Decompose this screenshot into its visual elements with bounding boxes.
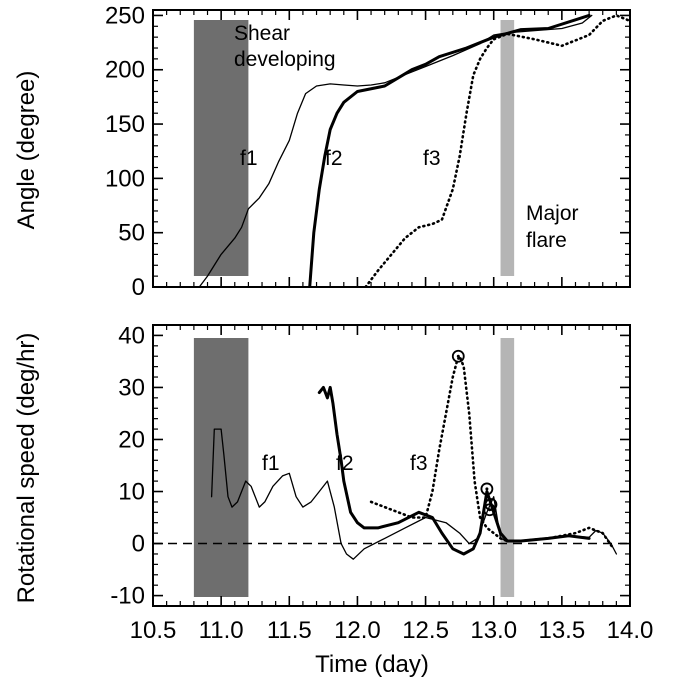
flare-annotation-line1: Major <box>526 202 579 225</box>
speed-y-axis-label: Rotational speed (deg/hr) <box>13 333 40 604</box>
speed-ytick-label-6: 40 <box>118 322 145 349</box>
speed-ytick-label-1: -10 <box>110 583 145 610</box>
speed-series-line-f3 <box>369 354 615 551</box>
speed-series-label-f3: f3 <box>410 452 428 475</box>
speed-series-label-f2: f2 <box>336 452 354 475</box>
speed-ytick-label-4: 20 <box>118 426 145 453</box>
speed-xtick-label-2: 11.0 <box>199 617 244 644</box>
angle-series-label-f1: f1 <box>240 147 258 170</box>
angle-series-line-f3 <box>364 14 630 287</box>
angle-shaded-regions <box>193 20 515 276</box>
angle-series-label-f2: f2 <box>325 147 343 170</box>
speed-circled-points <box>451 349 498 517</box>
speed-xtick-label-6: 13.0 <box>470 617 517 644</box>
angle-ytick-label-4: 150 <box>105 111 145 138</box>
angle-series-lines <box>198 13 630 287</box>
speed-ytick-label-5: 30 <box>118 374 145 401</box>
angle-shaded-region-2 <box>500 20 515 276</box>
angle-axis-ticks: 0 50 100 150 200 250 <box>105 2 631 301</box>
speed-xtick-label-8: 14.0 <box>607 617 654 644</box>
speed-ytick-label-3: 10 <box>118 479 145 506</box>
speed-xtick-label-1: 10.5 <box>130 617 177 644</box>
angle-ytick-label-6: 250 <box>105 2 145 29</box>
speed-shaded-region-1 <box>193 338 249 597</box>
x-axis-label: Time (day) <box>315 651 429 678</box>
angle-series-line-f2 <box>308 13 591 287</box>
angle-series-label-f3: f3 <box>423 147 441 170</box>
speed-series-line-f1 <box>210 428 618 560</box>
speed-xtick-label-3: 11.5 <box>267 617 312 644</box>
speed-circled-point-2 <box>480 482 494 496</box>
angle-ytick-label-1: 0 <box>132 274 145 301</box>
speed-shaded-regions <box>193 338 515 597</box>
angle-plot-frame <box>152 9 631 288</box>
flare-annotation-line2: flare <box>526 229 567 252</box>
shear-annotation-line1: Shear <box>234 22 290 45</box>
speed-shaded-region-2 <box>500 338 515 597</box>
speed-plot-frame <box>152 324 631 607</box>
speed-circled-point-4 <box>483 503 497 517</box>
speed-series-label-f1: f1 <box>262 452 280 475</box>
angle-y-axis-label: Angle (degree) <box>13 71 40 230</box>
speed-circled-point-dot-2 <box>485 487 489 491</box>
speed-panel: 10.5 11.0 11.5 12.0 12.5 13.0 13.5 14.0 -10 0 10 20… <box>13 322 653 678</box>
speed-circled-point-dot-1 <box>456 354 460 358</box>
angle-ytick-label-5: 200 <box>105 57 145 84</box>
angle-panel: 0 50 100 150 200 250 Angle (degree) Shear dev… <box>13 2 631 301</box>
speed-xtick-label-4: 12.0 <box>334 617 381 644</box>
angle-ytick-label-3: 100 <box>105 165 145 192</box>
shear-annotation-line2: developing <box>234 48 336 71</box>
speed-axis-ticks: 10.5 11.0 11.5 12.0 12.5 13.0 13.5 14.0 -10 0 10 20… <box>110 322 653 644</box>
speed-series-lines <box>210 354 618 560</box>
speed-ytick-label-2: 0 <box>132 531 145 558</box>
speed-xtick-label-7: 13.5 <box>538 617 585 644</box>
angle-shaded-region-1 <box>193 20 249 276</box>
speed-xtick-label-5: 12.5 <box>402 617 449 644</box>
speed-circled-point-1 <box>451 349 465 363</box>
angle-ytick-label-2: 50 <box>118 220 145 247</box>
speed-circled-point-dot-4 <box>488 508 492 512</box>
